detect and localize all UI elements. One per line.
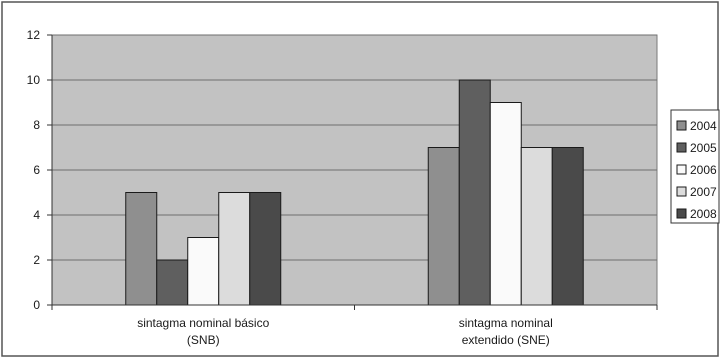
x-axis-labels: sintagma nominal básico (SNB) sintagma nom… <box>137 316 553 347</box>
bar-2005-sne <box>458 79 491 306</box>
legend-swatch-2004 <box>676 120 687 131</box>
y-tick-label: 12 <box>27 28 41 42</box>
legend-swatch-2006 <box>676 164 687 175</box>
x-category-label: (SNB) <box>187 333 220 347</box>
y-tick-label: 10 <box>27 73 41 87</box>
bar-2008-snb <box>249 192 282 306</box>
y-axis-ticks: 0 2 4 6 8 10 12 <box>27 28 52 312</box>
bar-2006-snb <box>187 237 220 306</box>
legend-swatch-2007 <box>676 186 687 197</box>
legend-label-2008: 2008 <box>690 207 717 221</box>
y-tick-label: 0 <box>33 298 40 312</box>
x-axis-ticks <box>51 305 658 310</box>
legend-label-2006: 2006 <box>690 163 717 177</box>
bar-2004-sne <box>427 147 460 306</box>
bar-2008-sne <box>551 147 584 306</box>
bar-2005-snb <box>156 259 189 306</box>
x-category-label: extendido (SNE) <box>462 333 550 347</box>
y-tick-label: 2 <box>33 253 40 267</box>
bars <box>125 79 584 306</box>
legend-swatch-2008 <box>676 208 687 219</box>
y-tick-label: 6 <box>33 163 40 177</box>
legend-swatch-2005 <box>676 142 687 153</box>
legend-label-2007: 2007 <box>690 185 717 199</box>
legend-label-2004: 2004 <box>690 119 717 133</box>
legend-label-2005: 2005 <box>690 141 717 155</box>
y-tick-label: 4 <box>33 208 40 222</box>
bar-2006-sne <box>489 102 522 306</box>
bar-2007-snb <box>218 192 251 306</box>
x-category-label: sintagma nominal básico <box>137 316 269 330</box>
bar-2007-sne <box>520 147 553 306</box>
y-tick-label: 8 <box>33 118 40 132</box>
bar-2004-snb <box>125 192 158 306</box>
x-category-label: sintagma nominal <box>459 316 553 330</box>
legend: 2004 2005 2006 2007 2008 <box>670 109 720 224</box>
